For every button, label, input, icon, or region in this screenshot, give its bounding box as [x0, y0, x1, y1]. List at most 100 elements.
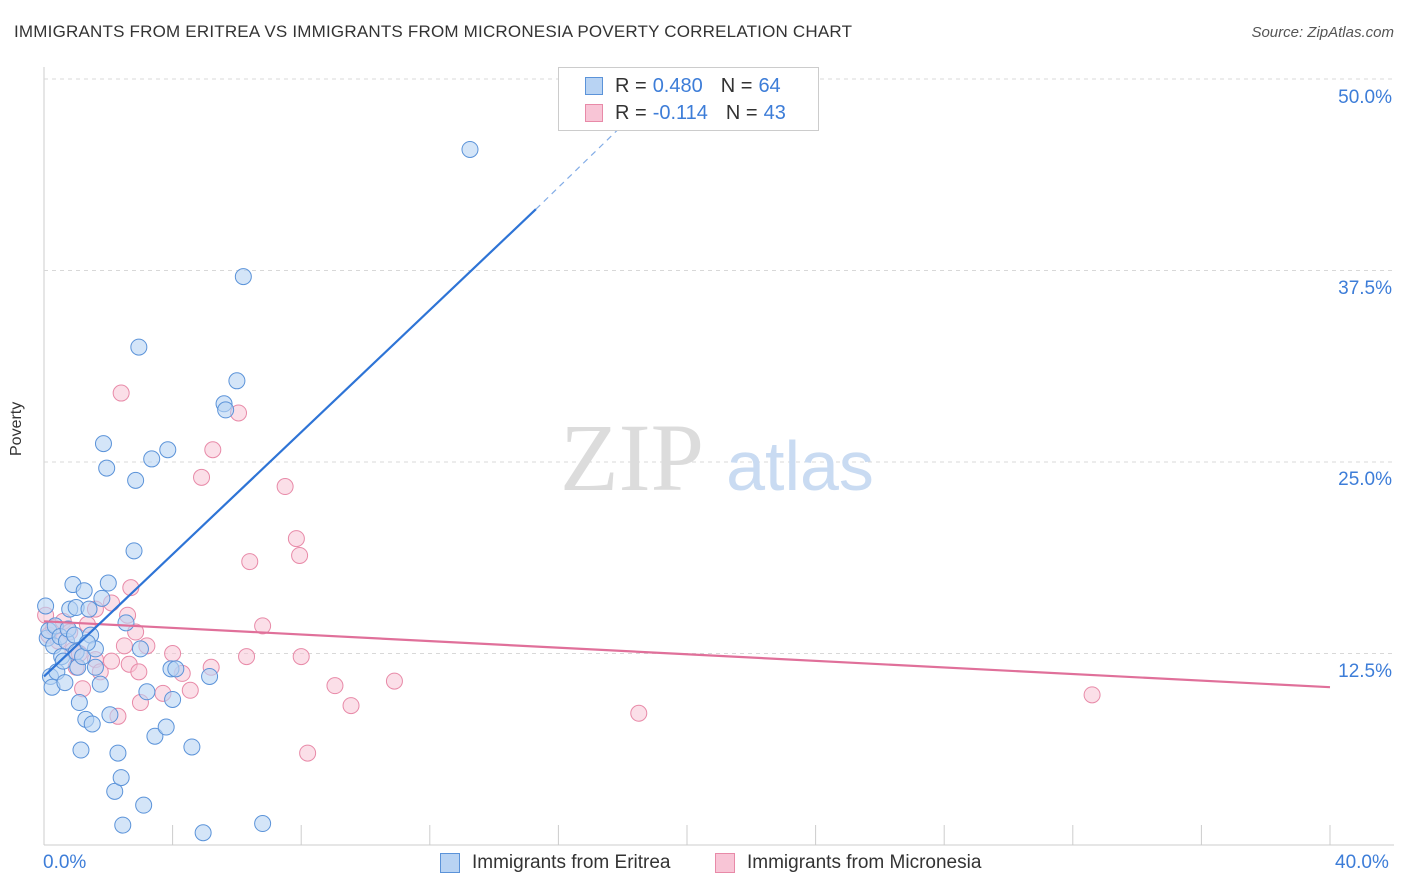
eritrea-point — [217, 401, 235, 419]
trend-line-micronesia — [43, 620, 1331, 689]
eritrea-point — [109, 744, 127, 762]
watermark-zip: ZIP — [560, 404, 704, 511]
legend-n-value-micronesia: 43 — [763, 101, 786, 124]
micronesia-point — [276, 478, 294, 496]
bottom-legend-swatch-micronesia — [715, 853, 735, 873]
bottom-legend-label-eritrea: Immigrants from Eritrea — [472, 852, 671, 873]
eritrea-point — [56, 674, 74, 692]
eritrea-point — [130, 338, 148, 356]
eritrea-point — [86, 658, 104, 676]
eritrea-point — [99, 574, 117, 592]
eritrea-point — [164, 690, 182, 708]
eritrea-point — [37, 597, 55, 615]
eritrea-point — [83, 715, 101, 733]
legend-stats: R = 0.480 N = 64 R = -0.114 N = 43 — [558, 67, 819, 131]
y-tick-label-50: 50.0% — [1338, 87, 1392, 108]
eritrea-point — [127, 471, 145, 489]
eritrea-point — [117, 614, 135, 632]
micronesia-point — [103, 652, 121, 670]
legend-r-label: R = — [615, 74, 647, 97]
eritrea-point — [167, 660, 185, 678]
micronesia-point — [112, 384, 130, 402]
x-tick-marks — [43, 825, 1331, 845]
legend-n-label: N = — [725, 101, 758, 124]
eritrea-point — [106, 782, 124, 800]
legend-r-value-micronesia: -0.114 — [652, 101, 708, 124]
grid-lines — [43, 67, 1394, 846]
trend-line-eritrea-extension — [535, 124, 624, 210]
eritrea-point — [94, 435, 112, 453]
eritrea-point — [114, 816, 132, 834]
eritrea-point — [101, 706, 119, 724]
micronesia-point — [342, 697, 360, 715]
eritrea-point — [228, 372, 246, 390]
micronesia-point — [292, 648, 310, 666]
eritrea-point — [157, 718, 175, 736]
eritrea-point — [80, 600, 98, 618]
watermark-atlas: atlas — [726, 427, 874, 505]
eritrea-point — [143, 450, 161, 468]
micronesia-point — [241, 553, 259, 571]
micronesia-point — [254, 617, 272, 635]
eritrea-point — [93, 589, 111, 607]
eritrea-point — [183, 738, 201, 756]
eritrea-point — [98, 459, 116, 477]
micronesia-point — [291, 546, 309, 564]
eritrea-point — [112, 769, 130, 787]
eritrea-point — [234, 268, 252, 286]
legend-r-value-eritrea: 0.480 — [652, 74, 703, 97]
legend-n-value-eritrea: 64 — [758, 74, 781, 97]
bottom-legend-eritrea: Immigrants from Eritrea — [440, 852, 670, 874]
eritrea-point — [159, 441, 177, 459]
eritrea-point — [91, 675, 109, 693]
eritrea-point — [125, 542, 143, 560]
x-tick-label-min: 0.0% — [43, 852, 87, 873]
eritrea-point — [461, 140, 479, 158]
eritrea-point — [131, 640, 149, 658]
y-tick-label-37-5: 37.5% — [1338, 278, 1392, 299]
bottom-legend-micronesia: Immigrants from Micronesia — [715, 852, 981, 874]
micronesia-point — [193, 468, 211, 486]
eritrea-point — [194, 824, 212, 842]
legend-r-label: R = — [615, 101, 647, 124]
eritrea-point — [201, 667, 219, 685]
trend-lines — [43, 124, 1331, 689]
legend-n-label: N = — [720, 74, 753, 97]
eritrea-point — [254, 815, 272, 833]
legend-swatch-micronesia — [585, 104, 603, 122]
legend-row-micronesia: R = -0.114 N = 43 — [585, 100, 786, 126]
eritrea-point — [146, 727, 164, 745]
micronesia-point — [164, 645, 182, 662]
eritrea-point — [135, 796, 153, 814]
eritrea-point — [75, 582, 93, 600]
micronesia-point — [204, 441, 222, 459]
eritrea-point — [72, 741, 90, 759]
micronesia-point — [181, 681, 199, 699]
x-tick-label-max: 40.0% — [1335, 852, 1389, 873]
bottom-legend-label-micronesia: Immigrants from Micronesia — [747, 852, 982, 873]
legend-swatch-eritrea — [585, 77, 603, 95]
eritrea-point — [54, 652, 72, 670]
source-label: Source: ZipAtlas.com — [1251, 24, 1394, 41]
micronesia-point — [299, 744, 317, 762]
micronesia-point — [1083, 686, 1101, 704]
y-tick-label-25: 25.0% — [1338, 469, 1392, 490]
micronesia-point — [326, 677, 344, 695]
micronesia-point — [630, 704, 648, 722]
micronesia-point — [238, 648, 256, 666]
legend-row-eritrea: R = 0.480 N = 64 — [585, 73, 781, 99]
micronesia-point — [385, 672, 403, 690]
series-eritrea-points — [37, 140, 479, 842]
eritrea-point — [138, 683, 156, 701]
micronesia-point — [74, 680, 92, 698]
trend-line-eritrea — [43, 208, 537, 678]
micronesia-point — [115, 637, 133, 655]
micronesia-point — [287, 530, 305, 548]
micronesia-point — [130, 663, 148, 681]
eritrea-point — [70, 694, 88, 712]
y-tick-label-12-5: 12.5% — [1338, 661, 1392, 682]
bottom-legend-swatch-eritrea — [440, 853, 460, 873]
chart-title: IMMIGRANTS FROM ERITREA VS IMMIGRANTS FR… — [14, 22, 853, 41]
eritrea-point — [78, 634, 96, 652]
